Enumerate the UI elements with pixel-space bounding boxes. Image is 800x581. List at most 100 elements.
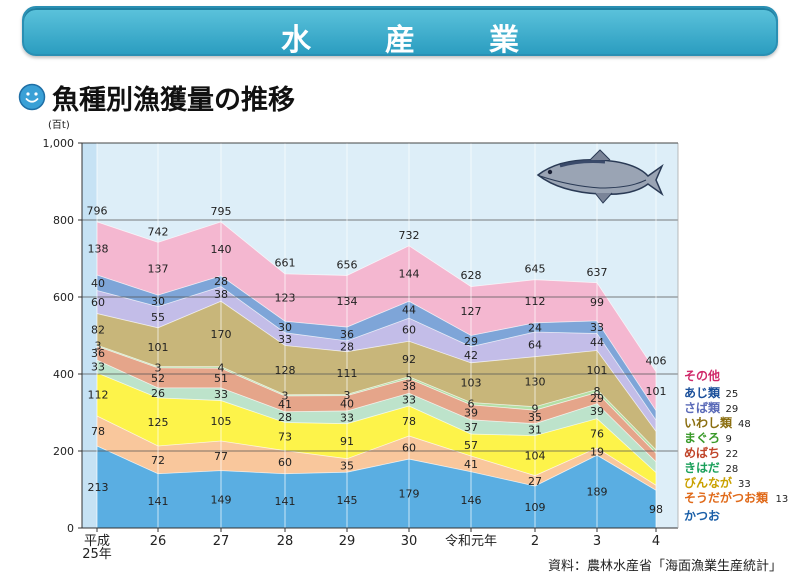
value-label-1-7: 27 bbox=[528, 475, 542, 488]
smiley-face-icon bbox=[18, 83, 46, 111]
legend-value-2: 33 bbox=[738, 479, 751, 490]
series-boundary-9 bbox=[96, 221, 657, 372]
series-boundary-4 bbox=[96, 345, 657, 454]
value-label-5-8: 8 bbox=[594, 385, 601, 398]
value-label-9-9: 101 bbox=[646, 385, 667, 398]
value-label-0-0: 213 bbox=[88, 481, 109, 494]
value-label-3-4: 33 bbox=[340, 411, 354, 424]
value-label-3-3: 28 bbox=[278, 411, 292, 424]
value-label-6-4: 111 bbox=[337, 367, 358, 380]
value-label-7-0: 60 bbox=[91, 296, 105, 309]
value-label-3-8: 39 bbox=[590, 405, 604, 418]
series-area-1 bbox=[97, 415, 656, 491]
value-label-2-0: 112 bbox=[88, 388, 109, 401]
series-boundary-8 bbox=[96, 274, 657, 411]
series-area-6 bbox=[97, 301, 656, 450]
value-label-1-6: 41 bbox=[464, 458, 478, 471]
value-label-9-5: 144 bbox=[399, 268, 420, 281]
series-boundary-2 bbox=[96, 372, 657, 473]
value-label-9-0: 138 bbox=[88, 242, 109, 255]
value-label-4-0: 36 bbox=[91, 347, 105, 360]
y-tick-label-5: 1,000 bbox=[43, 137, 75, 150]
legend-value-4: 22 bbox=[726, 449, 739, 460]
value-label-7-4: 28 bbox=[340, 340, 354, 353]
legend-value-1: 13 bbox=[776, 494, 789, 505]
value-label-4-7: 35 bbox=[528, 411, 542, 424]
x-tick-label-7: 2 bbox=[531, 534, 539, 549]
value-label-3-7: 31 bbox=[528, 424, 542, 437]
plot-lead-band bbox=[82, 143, 97, 528]
value-label-1-4: 35 bbox=[340, 459, 354, 472]
value-label-7-3: 33 bbox=[278, 333, 292, 346]
legend-name-5: まぐろ bbox=[684, 431, 720, 445]
value-label-5-1: 3 bbox=[155, 361, 162, 374]
value-label-6-1: 101 bbox=[148, 341, 169, 354]
value-label-1-8: 19 bbox=[590, 446, 604, 459]
value-label-4-8: 29 bbox=[590, 392, 604, 405]
total-label-5: 732 bbox=[399, 229, 420, 242]
value-label-2-4: 91 bbox=[340, 435, 354, 448]
value-label-7-5: 60 bbox=[402, 324, 416, 337]
total-label-4: 656 bbox=[337, 258, 358, 271]
value-label-9-1: 137 bbox=[148, 263, 169, 276]
value-label-7-2: 38 bbox=[214, 288, 228, 301]
value-label-8-6: 29 bbox=[464, 335, 478, 348]
value-label-1-0: 78 bbox=[91, 425, 105, 438]
value-label-0-4: 145 bbox=[337, 494, 358, 507]
y-tick-label-4: 800 bbox=[53, 214, 74, 227]
value-label-9-4: 134 bbox=[337, 295, 358, 308]
legend-value-5: 9 bbox=[726, 434, 732, 445]
series-boundary-3 bbox=[96, 359, 657, 463]
series-area-0 bbox=[97, 445, 656, 528]
legend-value-3: 28 bbox=[726, 464, 739, 475]
y-tick-label-0: 0 bbox=[67, 522, 74, 535]
y-axis-unit-label: (百t) bbox=[48, 119, 70, 131]
legend-name-4: めばち bbox=[684, 445, 720, 460]
value-label-4-5: 38 bbox=[402, 380, 416, 393]
value-label-2-6: 57 bbox=[464, 439, 478, 452]
total-label-9: 406 bbox=[646, 355, 667, 368]
value-label-9-6: 127 bbox=[461, 305, 482, 318]
value-label-2-2: 105 bbox=[211, 415, 232, 428]
value-label-3-0: 33 bbox=[91, 360, 105, 373]
value-label-8-5: 44 bbox=[402, 304, 416, 317]
total-label-3: 661 bbox=[275, 257, 296, 270]
total-label-0: 796 bbox=[87, 205, 108, 218]
value-label-8-0: 40 bbox=[91, 277, 105, 290]
value-label-8-4: 36 bbox=[340, 328, 354, 341]
value-label-6-2: 170 bbox=[211, 328, 232, 341]
series-boundary-1 bbox=[96, 415, 657, 486]
value-label-8-1: 30 bbox=[151, 295, 165, 308]
value-label-0-7: 109 bbox=[525, 501, 546, 514]
legend-name-2: びんなが bbox=[684, 475, 732, 490]
y-tick-label-3: 600 bbox=[53, 291, 74, 304]
value-label-9-8: 99 bbox=[590, 296, 604, 309]
total-label-2: 795 bbox=[211, 205, 232, 218]
chart-heading: 魚種別漁獲量の推移 bbox=[52, 85, 295, 116]
value-label-1-1: 72 bbox=[151, 454, 165, 467]
legend-name-0: かつお bbox=[684, 509, 720, 523]
legend-value-8: 25 bbox=[726, 389, 739, 400]
value-label-5-5: 5 bbox=[406, 372, 413, 385]
value-label-7-8: 44 bbox=[590, 336, 604, 349]
value-label-8-2: 28 bbox=[214, 275, 228, 288]
legend-name-8: あじ類 bbox=[684, 385, 721, 400]
legend-name-9: その他 bbox=[684, 368, 720, 383]
series-area-2 bbox=[97, 372, 656, 486]
y-tick-label-1: 200 bbox=[53, 445, 74, 458]
value-label-4-6: 39 bbox=[464, 406, 478, 419]
x-tick-label-6: 令和元年 bbox=[445, 534, 497, 549]
value-label-4-4: 40 bbox=[340, 397, 354, 410]
value-label-4-1: 52 bbox=[151, 372, 165, 385]
value-label-6-8: 101 bbox=[587, 364, 608, 377]
value-label-7-1: 55 bbox=[151, 311, 165, 324]
total-label-8: 637 bbox=[587, 266, 608, 279]
value-label-4-3: 41 bbox=[278, 398, 292, 411]
x-tick-label-3: 28 bbox=[277, 534, 294, 549]
value-label-0-1: 141 bbox=[148, 495, 169, 508]
value-label-5-2: 4 bbox=[218, 361, 225, 374]
x-tick-label-8: 3 bbox=[593, 534, 601, 549]
x-tick-label-5: 30 bbox=[401, 534, 418, 549]
value-label-8-3: 30 bbox=[278, 321, 292, 334]
tuna-fish-icon bbox=[536, 149, 664, 204]
